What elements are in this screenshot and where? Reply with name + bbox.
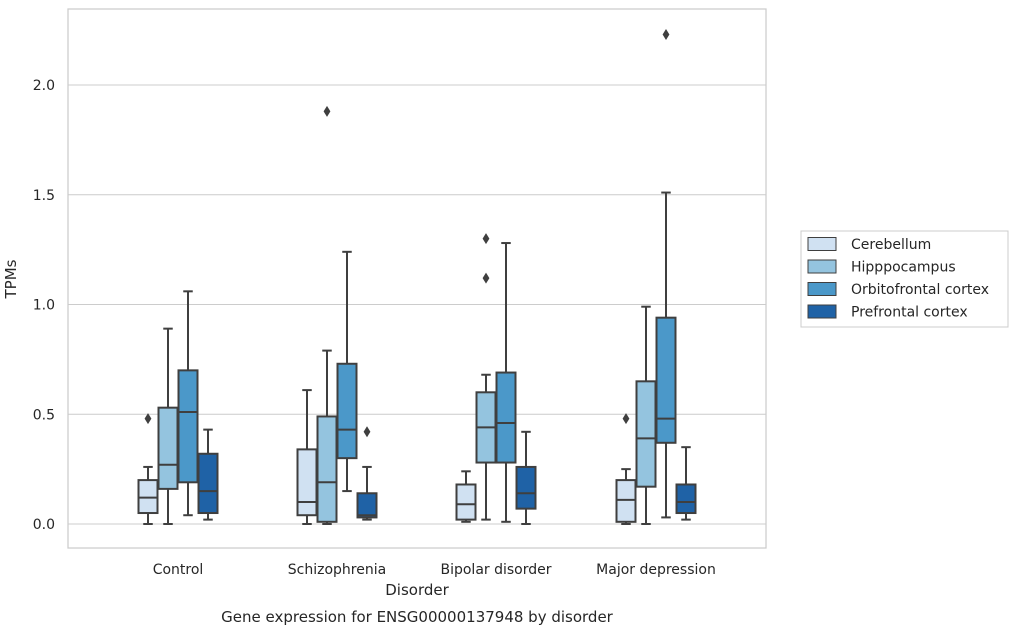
y-tick-label: 0.5	[33, 407, 55, 423]
legend-label: Hipppocampus	[851, 260, 956, 276]
legend-swatch	[807, 259, 837, 274]
y-tick-label: 2.0	[33, 78, 55, 94]
box-iqr	[336, 362, 358, 460]
box-group	[515, 430, 537, 525]
box-iqr	[675, 483, 697, 515]
box-iqr	[655, 316, 677, 444]
x-axis-ticks: Control Schizophrenia Bipolar disorder Majo…	[153, 562, 716, 578]
outlier-marker	[482, 233, 490, 245]
x-axis-title: Disorder	[385, 581, 449, 599]
plot-area-frame	[67, 8, 767, 549]
box-iqr	[177, 369, 199, 484]
y-tick-label: 0.0	[33, 517, 55, 533]
box-iqr	[635, 380, 657, 488]
box-iqr	[137, 479, 159, 515]
legend-label: Prefrontal cortex	[851, 305, 968, 321]
box-iqr	[197, 452, 219, 515]
box-group	[655, 29, 677, 519]
box-group	[336, 250, 358, 493]
box-group	[356, 426, 378, 521]
box-iqr	[316, 415, 338, 523]
box-group	[615, 413, 637, 525]
x-tick-label: Schizophrenia	[288, 562, 386, 578]
outlier-marker	[662, 29, 670, 41]
legend-swatch	[807, 237, 837, 251]
box-group	[316, 105, 338, 525]
box-iqr	[296, 448, 318, 517]
y-tick-label: 1.5	[33, 188, 55, 204]
legend-swatch	[807, 304, 837, 319]
y-axis-title: TPMs	[2, 259, 20, 299]
outlier-marker	[482, 272, 490, 284]
legend: Cerebellum Hipppocampus Orbitofrontal cort…	[800, 230, 1009, 328]
x-tick-label: Control	[153, 562, 204, 578]
box-group	[197, 428, 219, 521]
box-group	[455, 470, 477, 523]
box-group	[675, 446, 697, 521]
box-iqr	[157, 406, 179, 490]
legend-label: Cerebellum	[851, 237, 931, 253]
outlier-marker	[323, 105, 331, 117]
box-group	[157, 327, 179, 525]
outlier-marker	[622, 413, 630, 425]
box-series-layer	[137, 29, 697, 525]
x-tick-label: Major depression	[596, 562, 716, 578]
box-group	[475, 233, 497, 521]
outlier-marker	[144, 413, 152, 425]
outlier-marker	[363, 426, 371, 438]
y-tick-label: 1.0	[33, 298, 55, 314]
box-group	[177, 290, 199, 517]
box-iqr	[515, 465, 537, 510]
box-iqr	[615, 479, 637, 523]
legend-label: Orbitofrontal cortex	[851, 282, 989, 298]
box-group	[137, 413, 159, 525]
figure-caption: Gene expression for ENSG00000137948 by d…	[221, 608, 614, 626]
box-group	[495, 242, 517, 523]
y-axis-ticks: 0.0 0.5 1.0 1.5 2.0	[33, 78, 55, 533]
box-iqr	[455, 483, 477, 521]
box-iqr	[356, 492, 378, 519]
box-iqr	[495, 371, 517, 464]
x-tick-label: Bipolar disorder	[440, 562, 551, 578]
legend-swatch	[807, 282, 837, 296]
